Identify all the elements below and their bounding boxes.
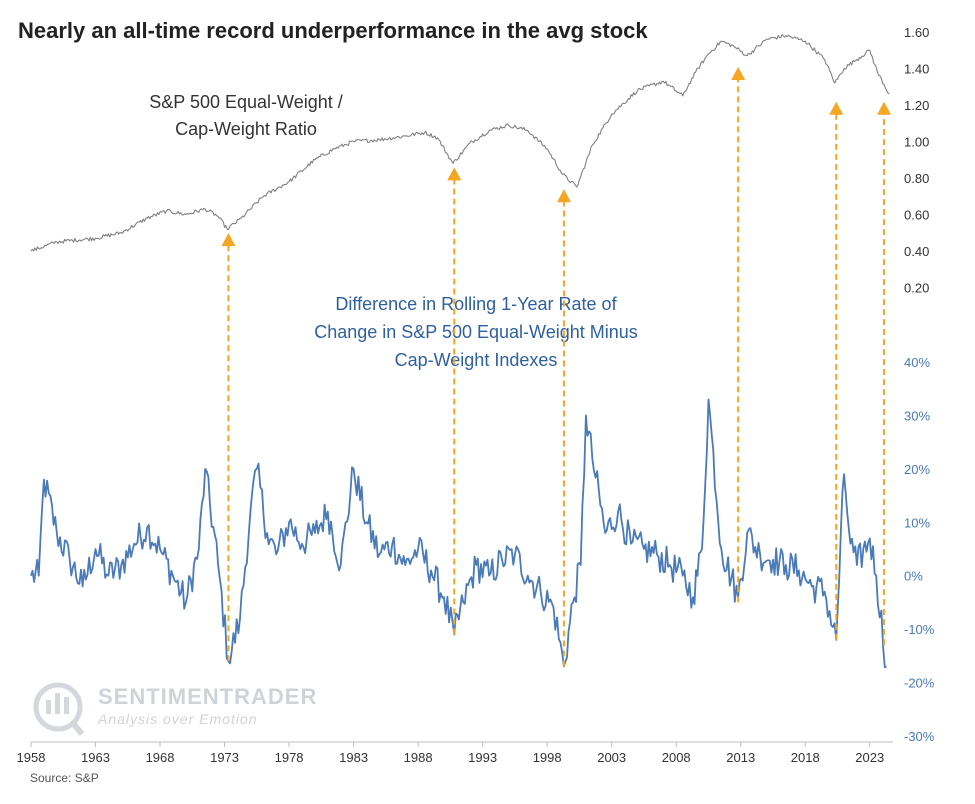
x-axis-tick-label: 1983 (339, 750, 368, 765)
x-axis-tick-label: 2023 (855, 750, 884, 765)
right-axis: 1.60 1.40 1.20 1.00 0.80 0.60 0.40 0.20 40% 30% 20… (904, 25, 935, 744)
difference-axis-tick: 30% (904, 408, 930, 423)
arrow-head-icon-2 (447, 167, 462, 181)
x-axis-tick-label: 2018 (791, 750, 820, 765)
difference-axis-tick: -10% (904, 622, 935, 637)
source-note: Source: S&P (30, 771, 99, 785)
x-axis-tick-label: 1978 (275, 750, 304, 765)
ratio-axis-tick: 1.40 (904, 62, 929, 77)
difference-axis-tick: -20% (904, 676, 935, 691)
ratio-label-line2: Cap-Weight Ratio (175, 119, 317, 139)
ratio-label-line1: S&P 500 Equal-Weight / (149, 92, 342, 112)
difference-axis-tick: 0% (904, 569, 923, 584)
difference-line (30, 398, 887, 669)
x-axis-tick-label: 1993 (468, 750, 497, 765)
chart-title: Nearly an all-time record underperforman… (18, 18, 648, 43)
ratio-axis-tick: 1.20 (904, 98, 929, 113)
diff-label-line3: Cap-Weight Indexes (395, 350, 558, 370)
ratio-axis-tick: 0.20 (904, 281, 929, 296)
watermark: SENTIMENTRADER Analysis over Emotion (33, 682, 317, 736)
watermark-tagline: Analysis over Emotion (97, 711, 258, 727)
ratio-axis-tick: 0.40 (904, 244, 929, 259)
x-axis: 1958 1963 1968 1973 1978 1983 1988 1993 1998 2003… (17, 741, 893, 765)
difference-series-label: Difference in Rolling 1-Year Rate of Cha… (314, 294, 638, 370)
ratio-axis-tick: 0.80 (904, 171, 929, 186)
arrow-head-icon-5 (829, 101, 844, 115)
ratio-axis-tick: 1.60 (904, 25, 929, 40)
difference-axis-tick: -30% (904, 729, 935, 744)
difference-axis-tick: 10% (904, 515, 930, 530)
diff-label-line1: Difference in Rolling 1-Year Rate of (335, 294, 617, 314)
difference-axis-tick: 20% (904, 462, 930, 477)
arrow-head-icon-3 (556, 189, 571, 203)
x-axis-tick-label: 1973 (210, 750, 239, 765)
ratio-line (30, 34, 890, 252)
x-axis-tick-label: 1963 (81, 750, 110, 765)
ratio-axis-tick: 1.00 (904, 135, 929, 150)
difference-series (30, 398, 887, 669)
x-axis-tick-label: 1958 (17, 750, 46, 765)
watermark-logo-icon (33, 682, 85, 736)
arrow-head-icon-6 (876, 101, 891, 115)
ratio-series (30, 34, 890, 252)
underperformance-arrows (221, 67, 891, 667)
x-axis-tick-label: 1998 (533, 750, 562, 765)
arrow-head-icon-4 (731, 67, 746, 81)
ratio-axis-tick: 0.60 (904, 208, 929, 223)
diff-label-line2: Change in S&P 500 Equal-Weight Minus (314, 322, 638, 342)
x-axis-tick-label: 2003 (597, 750, 626, 765)
ratio-series-label: S&P 500 Equal-Weight / Cap-Weight Ratio (149, 92, 342, 139)
x-axis-tick-label: 2008 (662, 750, 691, 765)
x-axis-tick-label: 1968 (146, 750, 175, 765)
x-axis-tick-label: 1988 (404, 750, 433, 765)
difference-axis-tick: 40% (904, 355, 930, 370)
arrow-head-icon-1 (221, 233, 236, 247)
x-axis-tick-label: 2013 (726, 750, 755, 765)
watermark-brand: SENTIMENTRADER (98, 684, 317, 709)
